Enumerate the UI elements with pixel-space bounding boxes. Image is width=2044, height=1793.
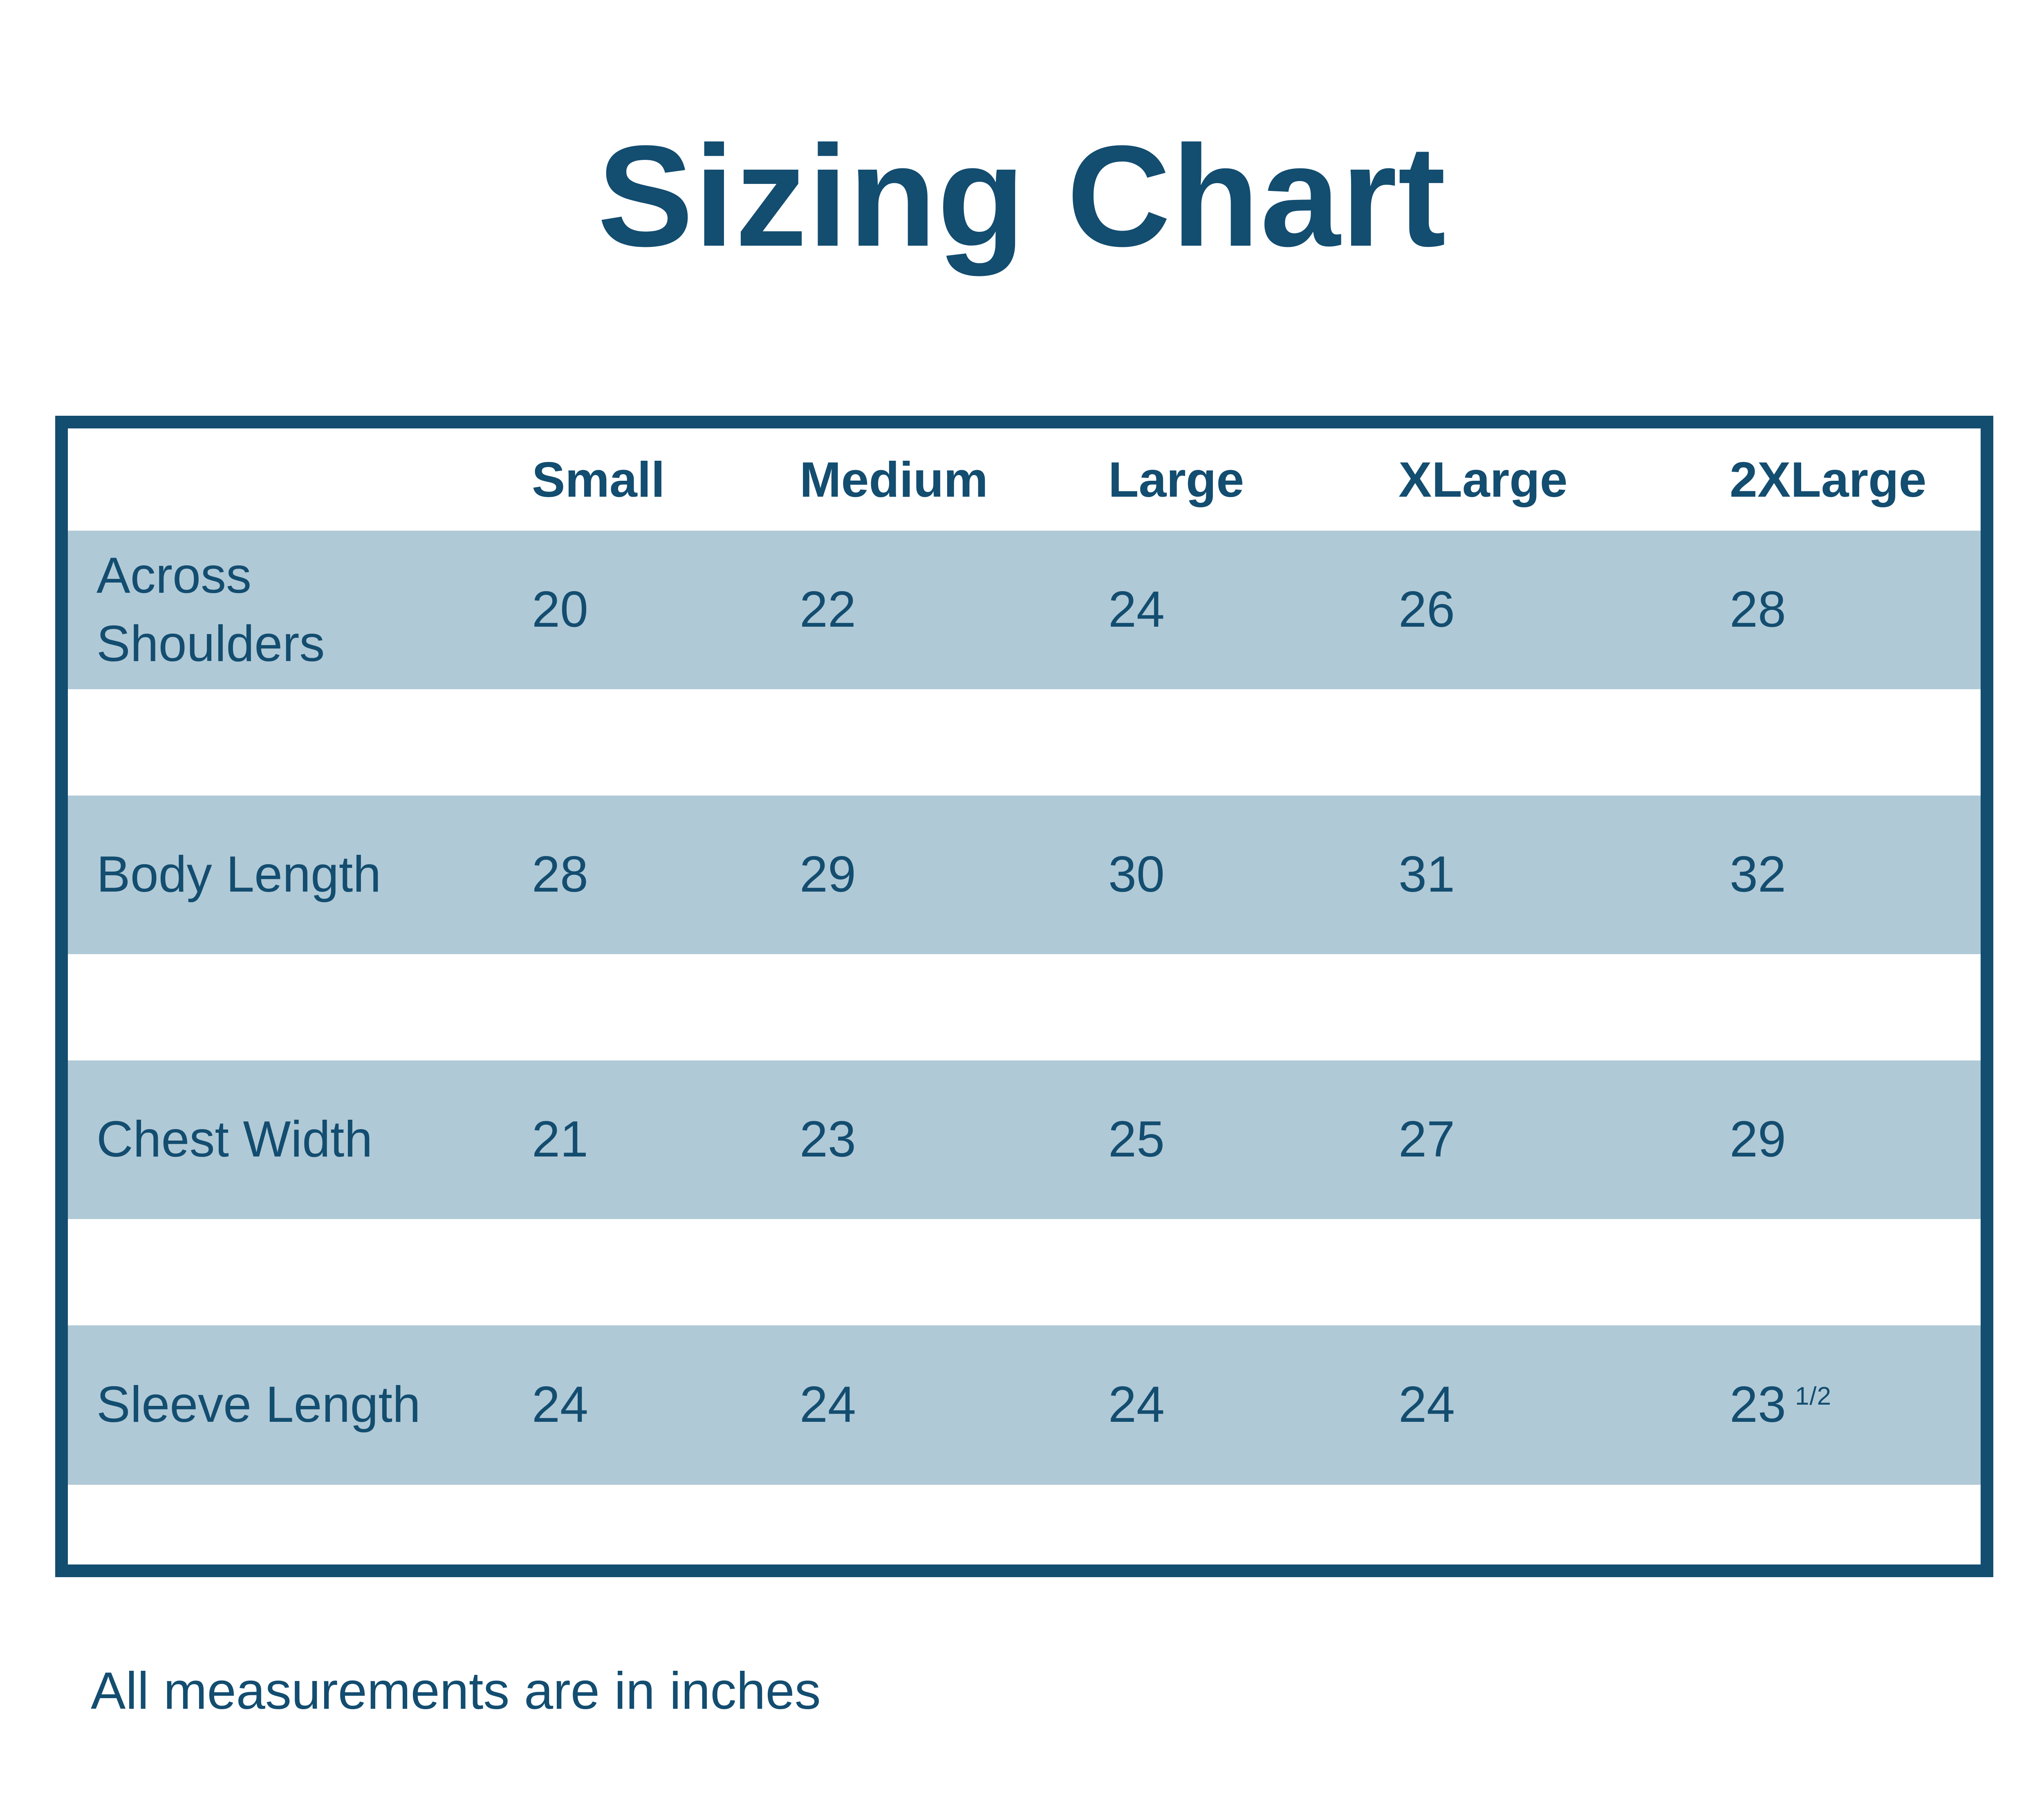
cell-value: 24 xyxy=(532,1376,588,1433)
table-row-chest-width: Chest Width 21 23 25 27 29 xyxy=(68,1060,1981,1219)
column-header-medium: Medium xyxy=(800,451,988,507)
cell-value: 31 xyxy=(1399,846,1455,903)
cell-value: 32 xyxy=(1730,846,1786,903)
cell-value: 25 xyxy=(1108,1111,1165,1168)
cell-value: 24 xyxy=(1108,1376,1165,1433)
page-title: Sizing Chart xyxy=(597,115,1447,276)
table-header-row: Small Medium Large XLarge 2XLarge xyxy=(68,428,1981,531)
row-label: Chest Width xyxy=(96,1111,373,1168)
sizing-table: Small Medium Large XLarge 2XLarge Across… xyxy=(55,416,1993,1577)
row-label: Body Length xyxy=(96,846,381,903)
cell-value: 22 xyxy=(800,581,856,638)
spacer-row xyxy=(68,689,1981,796)
column-header-2xlarge: 2XLarge xyxy=(1730,451,1927,507)
row-label: Across Shoulders xyxy=(96,547,325,672)
row-label: Sleeve Length xyxy=(96,1376,421,1433)
cell-value-whole: 23 xyxy=(1730,1376,1786,1433)
cell-value: 28 xyxy=(532,846,588,903)
cell-value-fraction: 1/2 xyxy=(1795,1382,1832,1411)
cell-value: 26 xyxy=(1399,581,1455,638)
cell-value: 29 xyxy=(1730,1111,1786,1168)
spacer-row xyxy=(68,1219,1981,1325)
cell-value: 24 xyxy=(1399,1376,1455,1433)
bottom-spacer-row xyxy=(68,1485,1981,1564)
spacer-row xyxy=(68,954,1981,1060)
column-header-xlarge: XLarge xyxy=(1399,451,1568,507)
footnote: All measurements are in inches xyxy=(91,1662,821,1720)
cell-value: 29 xyxy=(800,846,856,903)
table-row-across-shoulders: Across Shoulders 20 22 24 26 28 xyxy=(68,531,1981,689)
cell-value: 20 xyxy=(532,581,588,638)
table-row-sleeve-length: Sleeve Length 24 24 24 24 23 1/2 xyxy=(68,1325,1981,1485)
cell-value: 24 xyxy=(800,1376,856,1433)
table-row-body-length: Body Length 28 29 30 31 32 xyxy=(68,796,1981,954)
cell-value: 23 xyxy=(800,1111,856,1168)
cell-value: 27 xyxy=(1399,1111,1455,1168)
cell-value: 23 1/2 xyxy=(1730,1372,1981,1438)
cell-value: 28 xyxy=(1730,581,1786,638)
cell-value: 30 xyxy=(1108,846,1165,903)
column-header-large: Large xyxy=(1108,451,1244,507)
cell-value: 24 xyxy=(1108,581,1165,638)
column-header-small: Small xyxy=(532,451,665,507)
cell-value: 21 xyxy=(532,1111,588,1168)
